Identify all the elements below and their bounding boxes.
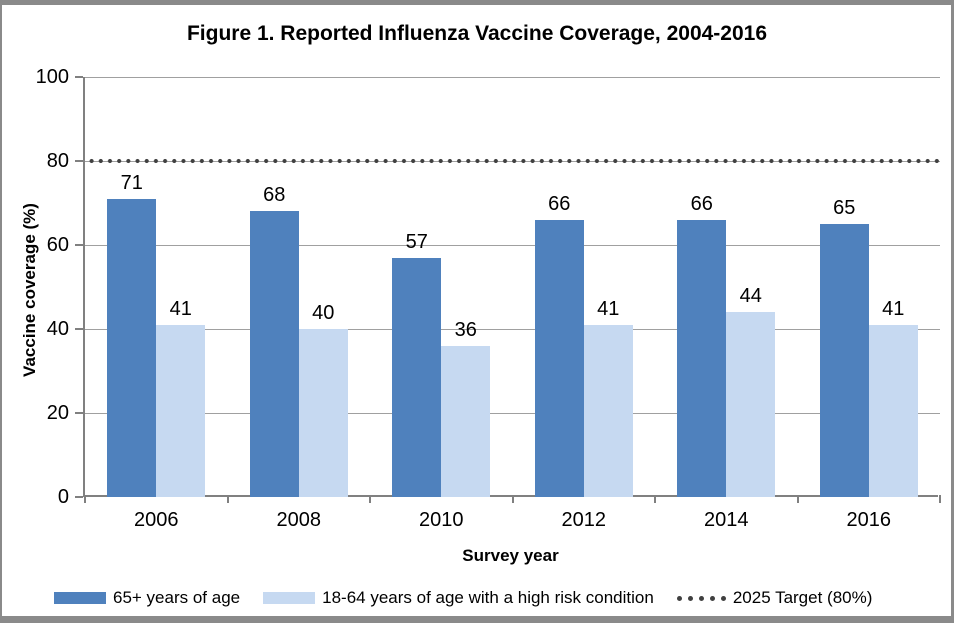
x-tick-label: 2006	[134, 509, 179, 531]
y-axis-tick-0	[75, 496, 83, 498]
x-tick-label: 2012	[561, 509, 607, 531]
y-tick-label: 100	[35, 66, 69, 88]
y-tick-label: 0	[57, 486, 69, 508]
x-axis-tick	[369, 495, 371, 503]
bar-value-label: 40	[312, 302, 335, 324]
bar-value-label: 66	[548, 192, 571, 215]
y-tick-label: 20	[46, 402, 69, 424]
gridline-20	[85, 412, 940, 414]
bar-65plus	[107, 198, 157, 497]
bar-value-label: 41	[882, 297, 905, 320]
legend-label-65plus: 65+ years of age	[113, 588, 241, 607]
gridline-40	[85, 328, 940, 330]
y-axis-tick-100	[75, 76, 83, 78]
bar-65plus	[534, 219, 584, 497]
legend: 65+ years of age 18-64 years of age with…	[54, 584, 940, 612]
legend-swatch-65plus	[54, 592, 106, 604]
bar-value-label: 41	[597, 297, 620, 320]
bar-18-64-high-risk	[441, 345, 491, 497]
legend-swatch-18-64-high-risk	[263, 592, 316, 604]
x-tick-label: 2014	[704, 509, 749, 531]
gridline-60	[85, 244, 940, 246]
y-axis-tick-20	[75, 412, 83, 414]
bar-value-label: 71	[120, 171, 143, 194]
x-axis-tick	[939, 495, 941, 503]
bar-value-label: 68	[263, 184, 286, 207]
bar-65plus	[677, 219, 727, 497]
legend-item-target: 2025 Target (80%)	[676, 588, 873, 608]
x-axis-tick	[84, 495, 86, 503]
bar-18-64-high-risk	[868, 324, 918, 497]
bar-18-64-high-risk	[583, 324, 633, 497]
bar-18-64-high-risk	[726, 312, 776, 497]
chart-title: Figure 1. Reported Influenza Vaccine Cov…	[186, 22, 768, 45]
y-tick-label: 40	[46, 318, 69, 340]
x-tick-label: 2016	[846, 509, 892, 531]
x-axis-tick	[654, 495, 656, 503]
frame-border-top	[0, 0, 954, 5]
x-tick-label: 2008	[276, 509, 322, 531]
y-tick-label: 80	[46, 150, 69, 172]
bar-65plus	[392, 257, 442, 497]
bar-value-label: 65	[833, 197, 856, 219]
bar-18-64-high-risk	[298, 329, 348, 497]
bar-value-label: 66	[690, 192, 713, 215]
gridline-100	[85, 76, 940, 78]
target-line	[85, 158, 940, 164]
legend-label-target: 2025 Target (80%)	[732, 588, 873, 607]
y-axis-tick-60	[75, 244, 83, 246]
bar-65plus	[819, 224, 869, 497]
bar-value-label: 41	[169, 297, 192, 320]
legend-dotted-line-marker	[676, 595, 726, 601]
x-axis-tick	[226, 495, 229, 503]
x-axis-title: Survey year	[462, 546, 559, 565]
x-axis-tick	[796, 495, 799, 503]
legend-label-18-64-high-risk: 18-64 years of age with a high risk cond…	[322, 588, 654, 607]
bar-65plus	[249, 211, 299, 497]
bar-value-label: 44	[739, 285, 762, 308]
frame-border-left	[0, 0, 2, 623]
legend-item-18-64-high-risk: 18-64 years of age with a high risk cond…	[263, 588, 654, 608]
y-tick-label: 60	[46, 234, 69, 256]
y-axis-tick-80	[75, 160, 83, 162]
frame-border-bottom	[0, 616, 954, 623]
plot-area: 0 20 40 60 80 100 2006 71 41 2008 68 40 2010 57 36 2012…	[36, 66, 941, 531]
bar-18-64-high-risk	[156, 324, 206, 497]
x-tick-label: 2010	[419, 509, 464, 531]
x-axis-tick	[511, 495, 514, 503]
frame-border-right	[951, 0, 954, 623]
bar-value-label: 57	[405, 230, 428, 253]
bar-value-label: 36	[454, 318, 477, 341]
legend-item-65plus: 65+ years of age	[54, 588, 240, 608]
y-axis-tick-40	[75, 328, 83, 330]
